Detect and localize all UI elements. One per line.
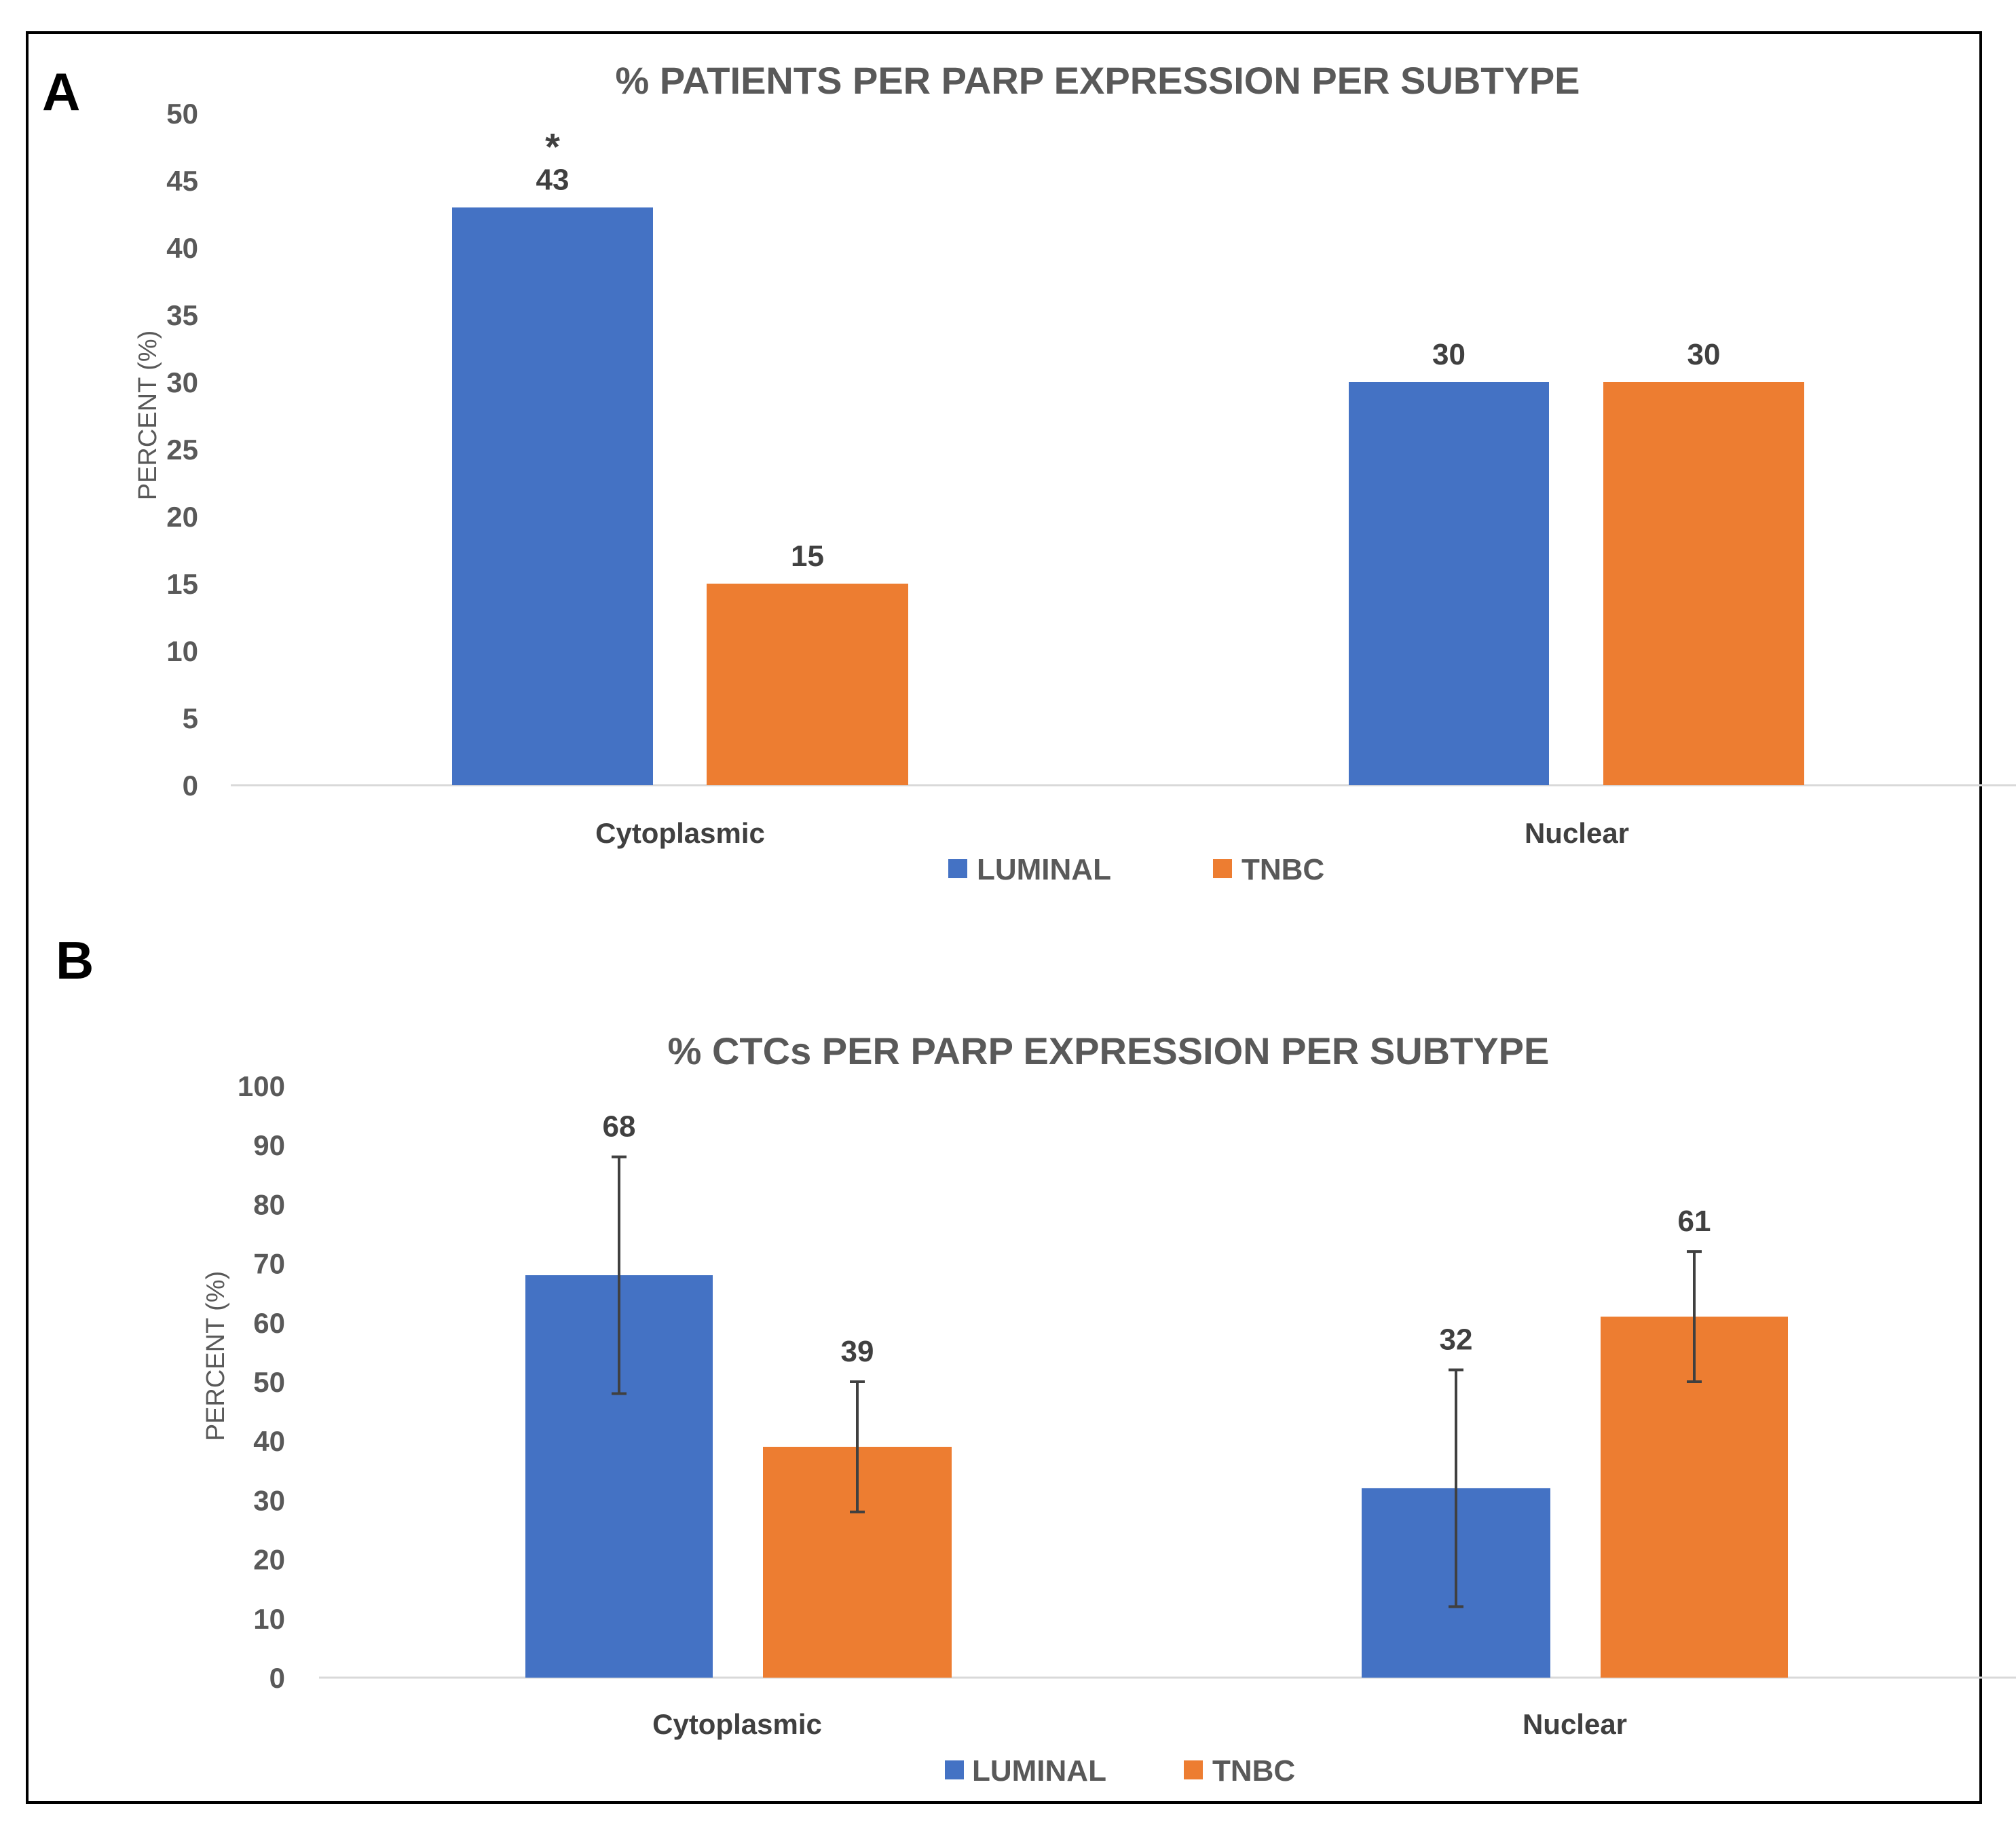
panel-b-label-luminal-nuclear: 32 xyxy=(1440,1323,1473,1357)
panel-a-y-tick-label: 20 xyxy=(166,501,198,533)
panel-a-data-labels: 43 15 30 30 xyxy=(536,164,1721,573)
panel-a-y-tick-label: 40 xyxy=(166,232,198,264)
panel-a-category-nuclear: Nuclear xyxy=(1525,817,1629,849)
panel-b-y-tick-label: 90 xyxy=(253,1129,285,1161)
panel-a-legend-tnbc-swatch xyxy=(1213,859,1232,878)
panel-b-y-tick-label: 80 xyxy=(253,1188,285,1220)
panel-b-y-tick-label: 10 xyxy=(253,1603,285,1635)
panel-b-y-tick-label: 70 xyxy=(253,1248,285,1280)
panel-a-bar-tnbc-cytoplasmic xyxy=(707,584,908,785)
panel-b-y-ticks: 0 10 20 30 40 50 60 70 80 90 100 xyxy=(238,1070,285,1694)
panel-b-title: % CTCs PER PARP EXPRESSION PER SUBTYPE xyxy=(668,1030,1550,1072)
panel-b-category-cytoplasmic: Cytoplasmic xyxy=(652,1708,822,1740)
panel-a: A % PATIENTS PER PARP EXPRESSION PER SUB… xyxy=(42,59,2016,886)
panel-a-label-luminal-cytoplasmic: 43 xyxy=(536,164,570,197)
panel-a-legend: LUMINAL TNBC xyxy=(948,853,1324,886)
panel-a-legend-luminal: LUMINAL xyxy=(977,853,1111,886)
panel-b-y-tick-label: 50 xyxy=(253,1366,285,1398)
panel-b-error-luminal-nuclear xyxy=(1449,1368,1463,1608)
panel-b-y-tick-label: 60 xyxy=(253,1307,285,1339)
panel-b-letter: B xyxy=(56,930,94,990)
panel-a-legend-luminal-swatch xyxy=(948,859,967,878)
panel-b-y-axis-label: PERCENT (%) xyxy=(202,1271,230,1441)
panel-a-bar-luminal-nuclear xyxy=(1349,382,1549,785)
panel-a-y-tick-label: 15 xyxy=(166,568,198,600)
panel-a-y-tick-label: 5 xyxy=(183,702,198,734)
panel-b-legend-luminal: LUMINAL xyxy=(972,1754,1106,1788)
panel-b-error-bars xyxy=(612,1155,1702,1608)
panel-b-label-luminal-cytoplasmic: 68 xyxy=(603,1110,636,1144)
panel-a-significance-asterisk: * xyxy=(545,126,560,168)
panel-b-data-labels: 68 39 32 61 xyxy=(603,1110,1711,1368)
panel-b-legend: LUMINAL TNBC xyxy=(945,1754,1295,1788)
panel-a-label-tnbc-nuclear: 30 xyxy=(1687,338,1721,371)
panel-a-y-tick-label: 45 xyxy=(166,165,198,197)
panel-b-legend-luminal-swatch xyxy=(945,1760,964,1779)
panel-a-category-cytoplasmic: Cytoplasmic xyxy=(595,817,765,849)
panel-b-legend-tnbc: TNBC xyxy=(1212,1754,1295,1788)
panel-a-bar-luminal-cytoplasmic xyxy=(452,207,653,786)
panel-a-bars xyxy=(452,207,1804,786)
panel-b: B % CTCs PER PARP EXPRESSION PER SUBTYPE… xyxy=(56,930,2016,1788)
panel-b-error-tnbc-nuclear xyxy=(1687,1250,1702,1383)
panel-b-bars xyxy=(525,1275,1788,1678)
panel-a-bar-tnbc-nuclear xyxy=(1603,382,1804,785)
panel-a-title: % PATIENTS PER PARP EXPRESSION PER SUBTY… xyxy=(615,59,1580,102)
panel-b-category-nuclear: Nuclear xyxy=(1523,1708,1627,1740)
panel-b-y-tick-label: 100 xyxy=(238,1070,285,1102)
panel-a-y-tick-label: 10 xyxy=(166,635,198,667)
panel-b-label-tnbc-nuclear: 61 xyxy=(1678,1205,1711,1238)
panel-a-label-luminal-nuclear: 30 xyxy=(1432,338,1466,371)
panel-b-legend-tnbc-swatch xyxy=(1184,1760,1203,1779)
panel-a-legend-tnbc: TNBC xyxy=(1242,853,1324,886)
panel-a-y-tick-label: 0 xyxy=(183,770,198,801)
panel-b-y-tick-label: 30 xyxy=(253,1484,285,1516)
panel-a-label-tnbc-cytoplasmic: 15 xyxy=(791,540,824,573)
panel-b-error-tnbc-cytoplasmic xyxy=(850,1380,865,1513)
panel-b-y-tick-label: 40 xyxy=(253,1425,285,1457)
panel-b-y-tick-label: 0 xyxy=(269,1662,285,1694)
panel-a-y-ticks: 0 5 10 15 20 25 30 35 40 45 50 xyxy=(166,98,198,801)
panel-b-y-tick-label: 20 xyxy=(253,1544,285,1576)
panel-a-y-tick-label: 25 xyxy=(166,434,198,466)
panel-a-letter: A xyxy=(42,62,80,121)
panel-a-y-tick-label: 50 xyxy=(166,98,198,130)
panel-a-y-axis-label: PERCENT (%) xyxy=(134,331,162,501)
panel-b-label-tnbc-cytoplasmic: 39 xyxy=(841,1335,874,1368)
panel-b-error-luminal-cytoplasmic xyxy=(612,1155,627,1395)
figure-frame xyxy=(26,31,1982,1804)
panel-a-y-tick-label: 35 xyxy=(166,299,198,331)
panel-a-y-tick-label: 30 xyxy=(166,366,198,398)
